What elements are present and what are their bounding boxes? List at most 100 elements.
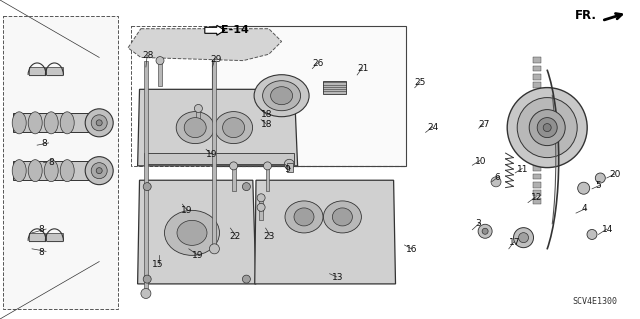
Text: 28: 28 — [142, 51, 154, 60]
Bar — [533, 115, 541, 121]
Circle shape — [543, 123, 551, 132]
Text: 13: 13 — [332, 273, 343, 282]
Bar — [287, 163, 293, 172]
Text: 12: 12 — [531, 193, 543, 202]
Text: 8: 8 — [38, 225, 44, 234]
Bar — [232, 166, 236, 191]
Text: 18: 18 — [261, 120, 273, 129]
Text: 25: 25 — [415, 78, 426, 87]
Bar — [533, 190, 541, 196]
Bar — [266, 166, 269, 191]
Bar — [212, 61, 216, 249]
Ellipse shape — [12, 160, 26, 182]
Circle shape — [491, 177, 501, 187]
Bar — [323, 81, 346, 94]
Circle shape — [587, 229, 597, 240]
Polygon shape — [138, 180, 256, 284]
Polygon shape — [128, 29, 282, 61]
Ellipse shape — [60, 112, 74, 134]
Circle shape — [482, 228, 488, 234]
FancyArrow shape — [205, 25, 225, 35]
Bar — [533, 124, 541, 130]
Ellipse shape — [332, 208, 353, 226]
Text: 19: 19 — [206, 150, 218, 159]
Text: 8: 8 — [48, 158, 54, 167]
Text: FR.: FR. — [575, 10, 596, 22]
Ellipse shape — [44, 112, 58, 134]
Text: 16: 16 — [406, 245, 418, 254]
Bar — [533, 74, 541, 80]
Circle shape — [257, 203, 265, 211]
Ellipse shape — [254, 75, 309, 117]
Text: 14: 14 — [602, 225, 613, 234]
Bar — [533, 165, 541, 171]
Text: 27: 27 — [479, 120, 490, 129]
Ellipse shape — [214, 112, 253, 144]
Ellipse shape — [28, 160, 42, 182]
Ellipse shape — [184, 118, 206, 137]
Bar — [259, 198, 263, 211]
Circle shape — [478, 224, 492, 238]
Bar — [533, 182, 541, 188]
Text: 29: 29 — [210, 55, 221, 63]
Bar — [196, 108, 200, 134]
Bar — [533, 57, 541, 63]
Bar — [46, 233, 63, 241]
Circle shape — [243, 275, 250, 283]
Bar — [13, 113, 106, 132]
Text: 24: 24 — [428, 123, 439, 132]
Text: 19: 19 — [192, 251, 204, 260]
Ellipse shape — [262, 81, 301, 111]
Text: 9: 9 — [285, 165, 291, 174]
Text: 26: 26 — [312, 59, 324, 68]
Text: 15: 15 — [152, 260, 164, 269]
Circle shape — [264, 162, 271, 170]
Ellipse shape — [164, 210, 220, 256]
Ellipse shape — [271, 87, 292, 105]
Bar — [29, 67, 45, 75]
Bar — [533, 99, 541, 105]
Circle shape — [209, 244, 220, 254]
Polygon shape — [212, 26, 406, 166]
Circle shape — [141, 288, 151, 299]
Circle shape — [508, 88, 588, 167]
Text: 5: 5 — [595, 181, 601, 190]
Ellipse shape — [223, 118, 244, 137]
Text: 8: 8 — [38, 248, 44, 256]
Bar — [533, 157, 541, 163]
Ellipse shape — [285, 201, 323, 233]
Polygon shape — [3, 16, 118, 309]
Circle shape — [578, 182, 589, 194]
Ellipse shape — [44, 160, 58, 182]
Bar — [533, 82, 541, 88]
Text: 21: 21 — [357, 64, 369, 73]
Circle shape — [529, 110, 565, 145]
Circle shape — [257, 194, 265, 202]
Bar — [533, 174, 541, 179]
Circle shape — [85, 157, 113, 185]
Circle shape — [243, 182, 250, 191]
Text: 4: 4 — [581, 204, 587, 213]
Bar — [533, 198, 541, 204]
Bar — [29, 233, 45, 241]
Text: 17: 17 — [509, 238, 520, 247]
Text: 11: 11 — [517, 165, 529, 174]
Circle shape — [537, 118, 557, 137]
Bar — [533, 132, 541, 138]
Circle shape — [195, 104, 202, 113]
Ellipse shape — [60, 160, 74, 182]
Bar — [46, 67, 63, 75]
Text: 8: 8 — [42, 139, 47, 148]
Ellipse shape — [177, 220, 207, 245]
Circle shape — [92, 115, 108, 131]
Bar — [144, 153, 294, 164]
Text: 6: 6 — [494, 173, 500, 182]
Circle shape — [284, 159, 294, 169]
Ellipse shape — [12, 112, 26, 134]
Ellipse shape — [323, 201, 362, 233]
Text: 3: 3 — [475, 219, 481, 228]
Text: 22: 22 — [229, 232, 241, 241]
Polygon shape — [255, 180, 396, 284]
Ellipse shape — [176, 112, 214, 144]
Circle shape — [143, 182, 151, 191]
